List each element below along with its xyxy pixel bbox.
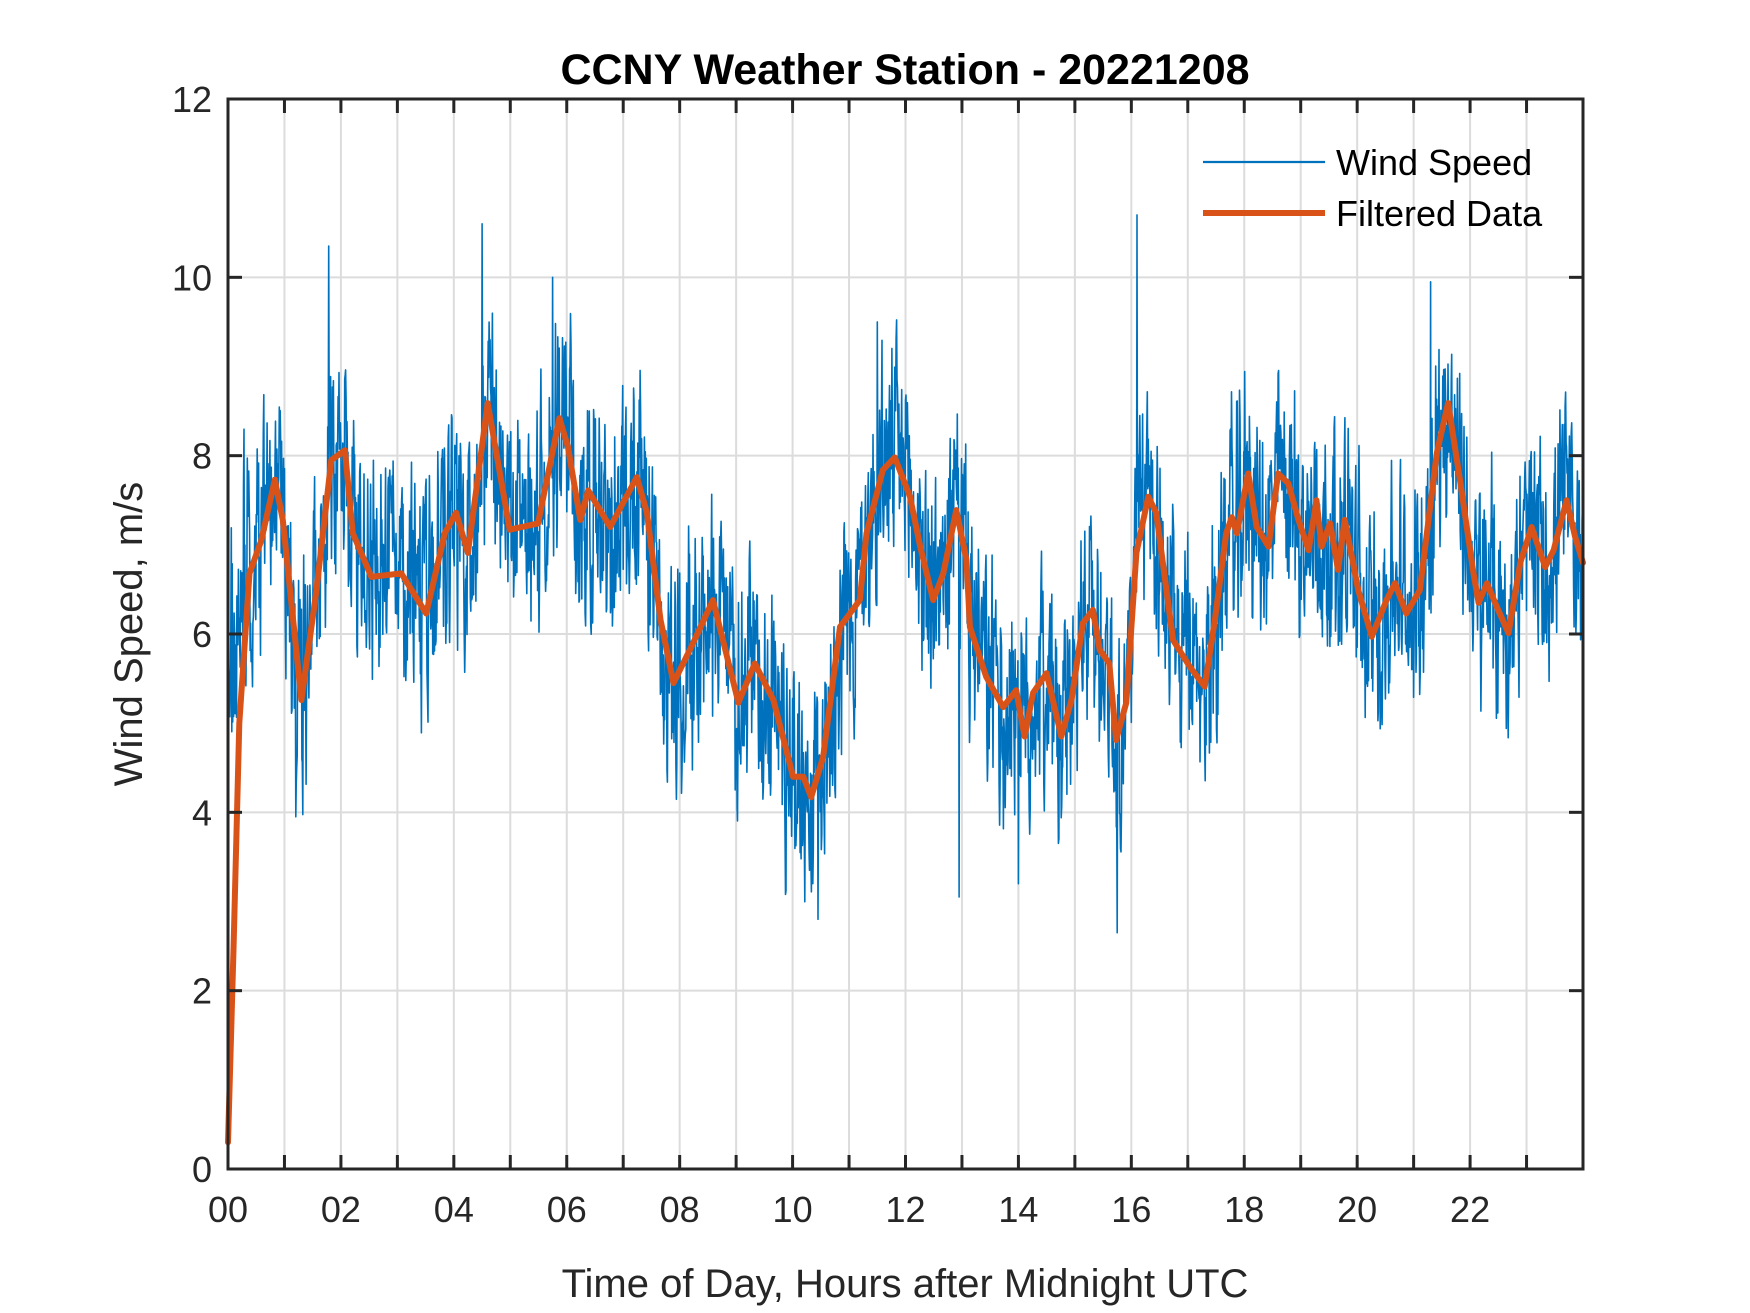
y-tick-label: 2 xyxy=(192,971,212,1012)
x-tick-label: 04 xyxy=(434,1189,474,1230)
legend-label-filtered-data: Filtered Data xyxy=(1336,193,1543,234)
y-tick-label: 6 xyxy=(192,614,212,655)
y-tick-label: 4 xyxy=(192,792,212,833)
chart-title: CCNY Weather Station - 20221208 xyxy=(560,46,1249,94)
x-tick-label: 16 xyxy=(1111,1189,1151,1230)
x-tick-label: 08 xyxy=(660,1189,700,1230)
legend-label-wind-speed: Wind Speed xyxy=(1336,142,1532,183)
axes xyxy=(226,97,1585,1171)
x-tick-label: 22 xyxy=(1450,1189,1490,1230)
x-tick-label: 20 xyxy=(1337,1189,1377,1230)
wind-speed-series xyxy=(227,214,1584,934)
x-tick-label: 00 xyxy=(208,1189,248,1230)
y-tick-label: 12 xyxy=(172,79,212,120)
y-tick-label: 0 xyxy=(192,1149,212,1190)
legend: Wind Speed Filtered Data xyxy=(1203,142,1543,234)
x-tick-label: 14 xyxy=(998,1189,1038,1230)
x-tick-label: 06 xyxy=(547,1189,587,1230)
x-tick-label: 02 xyxy=(321,1189,361,1230)
x-tick-label: 18 xyxy=(1224,1189,1264,1230)
y-tick-label: 8 xyxy=(192,436,212,477)
y-axis-label: Wind Speed, m/s xyxy=(107,482,151,787)
filtered-data-series xyxy=(225,400,1586,1146)
wind-speed-line xyxy=(227,214,1584,934)
y-tick-label: 10 xyxy=(172,257,212,298)
x-tick-label: 10 xyxy=(773,1189,813,1230)
x-tick-label: 12 xyxy=(885,1189,925,1230)
x-axis-label: Time of Day, Hours after Midnight UTC xyxy=(562,1262,1249,1306)
filtered-data-line xyxy=(225,400,1586,1146)
